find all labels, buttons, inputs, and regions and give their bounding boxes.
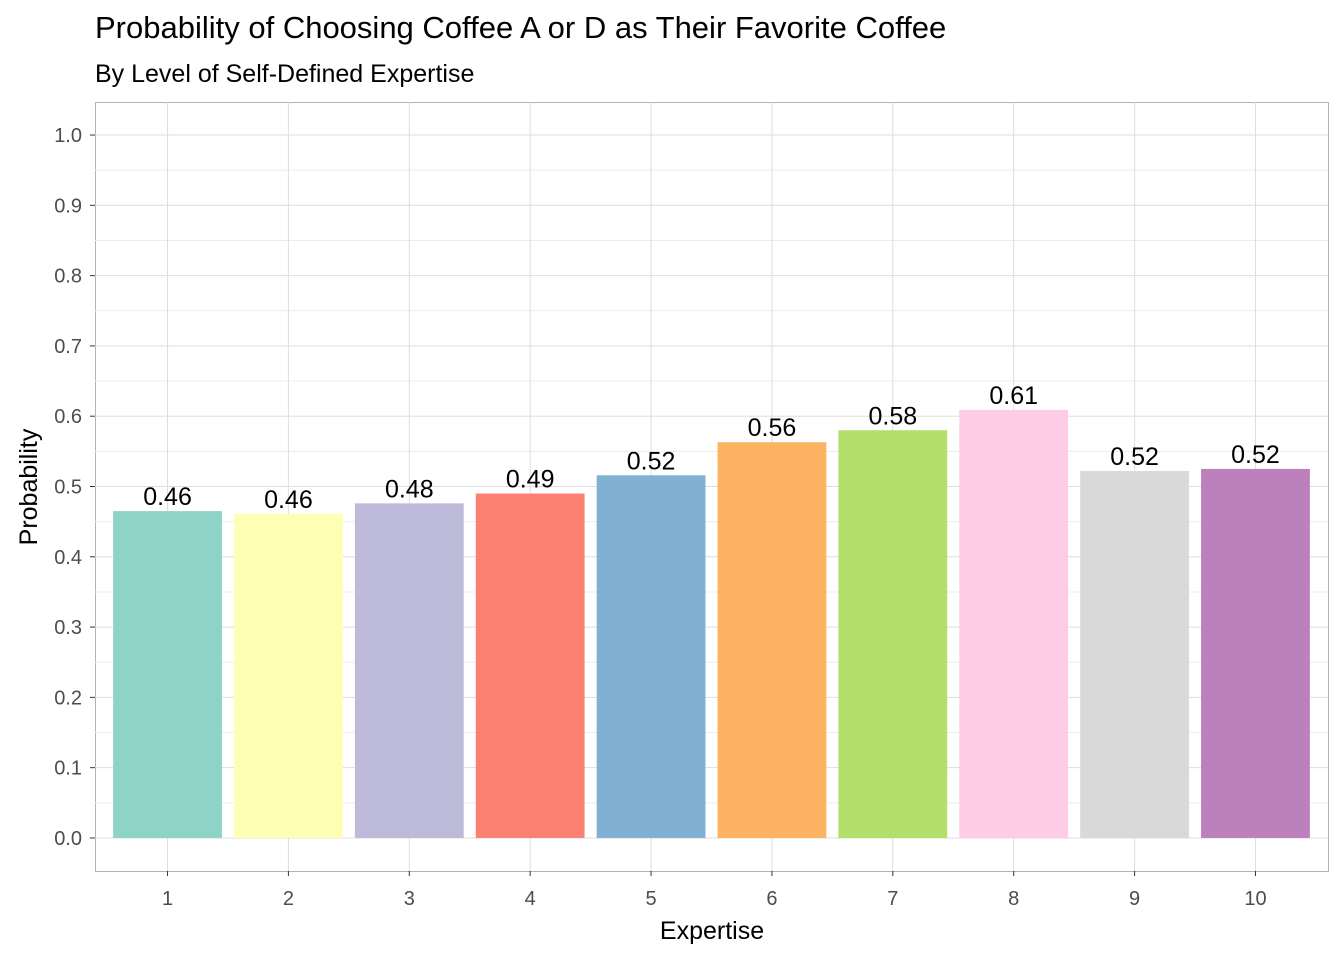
y-tick-label: 0.8	[54, 266, 82, 288]
x-tick-label: 6	[766, 888, 777, 910]
y-tick-label: 0.2	[54, 687, 82, 709]
data-label-1: 0.46	[143, 483, 192, 511]
data-label-2: 0.46	[264, 486, 313, 514]
data-label-7: 0.58	[868, 402, 917, 430]
x-tick-label: 4	[525, 888, 536, 910]
x-tick-label: 8	[1008, 888, 1019, 910]
chart-title: Probability of Choosing Coffee A or D as…	[95, 10, 947, 45]
bar-9	[1080, 471, 1189, 838]
bar-4	[475, 493, 585, 838]
bar-7	[838, 430, 948, 838]
x-tick-label: 3	[404, 888, 415, 910]
y-tick-label: 0.4	[54, 547, 82, 569]
y-tick-label: 0.5	[54, 477, 82, 499]
chart-subtitle: By Level of Self-Defined Expertise	[95, 60, 475, 88]
bar-5	[596, 475, 706, 838]
x-axis-title: Expertise	[660, 917, 764, 945]
x-tick-label: 2	[283, 888, 294, 910]
data-label-4: 0.49	[506, 466, 555, 494]
data-label-8: 0.61	[989, 382, 1038, 410]
y-axis-ticks: 0.0 0.1 0.2 0.3 0.4 0.5 0.6 0.7 0.8 0.9 1.0	[54, 125, 95, 850]
bar-3	[354, 503, 464, 838]
data-label-6: 0.56	[748, 414, 797, 442]
bar-1	[113, 511, 222, 838]
data-label-10: 0.52	[1231, 441, 1280, 469]
y-tick-label: 0.1	[54, 758, 82, 780]
x-tick-label: 7	[887, 888, 898, 910]
y-tick-label: 0.0	[54, 828, 82, 850]
bar-8	[959, 409, 1069, 838]
x-tick-label: 1	[162, 888, 173, 910]
y-tick-label: 0.7	[54, 336, 82, 358]
y-axis-title: Probability	[15, 428, 43, 545]
data-label-9: 0.52	[1110, 443, 1159, 471]
bar-10	[1201, 468, 1310, 838]
bar-6	[717, 442, 827, 838]
y-tick-label: 1.0	[54, 125, 82, 147]
data-labels: 0.46 0.46 0.48 0.49 0.52 0.56 0.58 0.61 0.52 0.52	[143, 382, 1280, 514]
data-label-5: 0.52	[627, 447, 676, 475]
x-tick-label: 9	[1129, 888, 1140, 910]
x-tick-label: 5	[645, 888, 656, 910]
bars	[113, 409, 1310, 838]
bar-2	[234, 513, 343, 838]
data-label-3: 0.48	[385, 475, 434, 503]
y-tick-label: 0.6	[54, 406, 82, 428]
y-tick-label: 0.3	[54, 617, 82, 639]
x-axis-ticks: 1 2 3 4 5 6 7 8 9 10	[162, 871, 1267, 910]
x-tick-label: 10	[1244, 888, 1266, 910]
y-tick-label: 0.9	[54, 195, 82, 217]
